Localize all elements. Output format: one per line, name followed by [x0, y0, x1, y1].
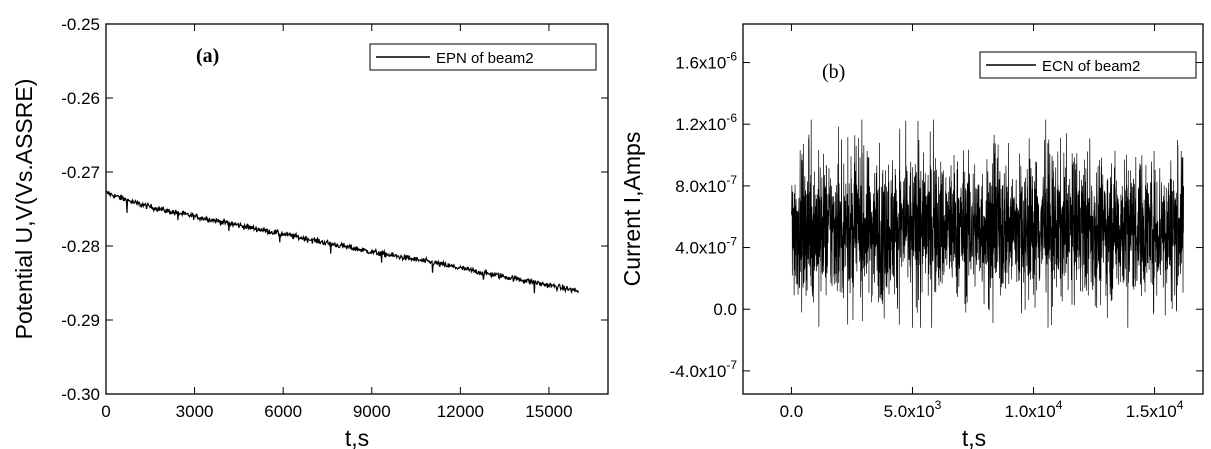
panel-b-y-tick-label: 4.0x10-7	[675, 235, 737, 258]
panel-a-y-tick-label: -0.30	[61, 385, 100, 404]
panel-a-legend: EPN of beam2	[369, 43, 597, 71]
panel-b-x-axis-label: t,s	[962, 425, 986, 449]
panel-a-ticks: 0 3000 6000 9000 12000 15000 -0.25 -0.26 -0.27 -0…	[61, 15, 608, 421]
panel-b-x-tick-label: 1.5x104	[1126, 398, 1184, 421]
panel-a-y-axis-label: Potential U,V(Vs.ASSRE)	[11, 79, 37, 340]
panel-b-y-tick-label: 1.6x10-6	[675, 50, 737, 73]
panel-b-legend-label: ECN of beam2	[1042, 58, 1140, 75]
panel-b-legend: ECN of beam2	[979, 51, 1197, 79]
panel-a-y-tick-label: -0.27	[61, 163, 100, 182]
panel-b-plot-frame	[742, 23, 1204, 395]
panel-b-ecn-chart: 0.0 5.0x103 1.0x104 1.5x104 -4.0x10-7 0.0 4.0x…	[619, 23, 1204, 449]
panel-a-series-line	[105, 190, 580, 294]
panel-a-x-tick-label: 6000	[264, 402, 302, 421]
panel-b-y-tick-label: 8.0x10-7	[675, 173, 737, 196]
panel-a-legend-label: EPN of beam2	[436, 50, 534, 67]
panel-b-x-tick-label: 1.0x104	[1005, 398, 1063, 421]
panel-b-x-tick-label: 5.0x103	[884, 398, 942, 421]
panel-b-y-tick-label: 1.2x10-6	[675, 111, 737, 134]
panel-a-x-axis-label: t,s	[345, 425, 369, 449]
panel-a-x-tick-label: 9000	[353, 402, 391, 421]
panel-b-label: (b)	[822, 61, 845, 83]
panel-a-plot-frame	[105, 23, 609, 395]
panel-a-y-tick-label: -0.28	[61, 237, 100, 256]
panel-a-y-tick-label: -0.25	[61, 15, 100, 34]
panel-a-series	[105, 190, 580, 294]
panel-b-x-tick-label: 0.0	[780, 402, 804, 421]
panel-b-y-axis-label: Current I,Amps	[619, 132, 645, 287]
panel-b-series	[791, 119, 1184, 328]
panel-a-label: (a)	[196, 45, 219, 67]
panel-b-y-tick-label: 0.0	[713, 300, 737, 319]
panel-b-y-tick-label: -4.0x10-7	[670, 358, 738, 381]
panel-b-series-line	[791, 119, 1184, 328]
panel-a-y-tick-label: -0.26	[61, 89, 100, 108]
panel-a-epn-chart: 0 3000 6000 9000 12000 15000 -0.25 -0.26 -0.27 -0…	[11, 15, 609, 449]
panel-a-x-tick-label: 0	[101, 402, 110, 421]
panel-a-x-tick-label: 15000	[525, 402, 572, 421]
panel-a-x-tick-label: 12000	[437, 402, 484, 421]
panel-b-ticks: 0.0 5.0x103 1.0x104 1.5x104 -4.0x10-7 0.0 4.0x…	[670, 24, 1203, 421]
panel-a-x-tick-label: 3000	[176, 402, 214, 421]
panel-a-y-tick-label: -0.29	[61, 311, 100, 330]
